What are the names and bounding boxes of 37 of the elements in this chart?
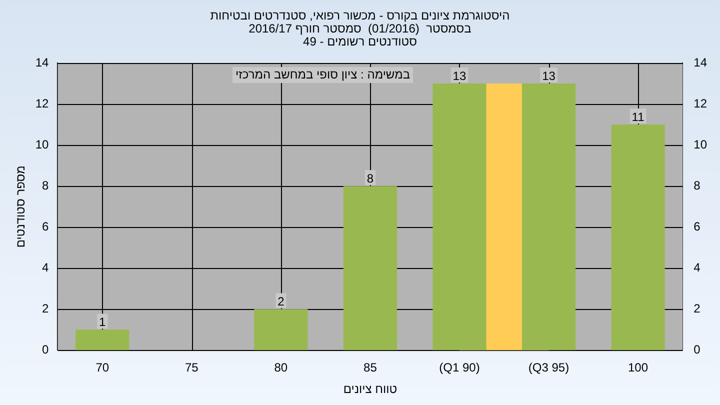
x-axis-title: טווח ציונים <box>343 382 398 396</box>
data-label: 1 <box>99 315 106 329</box>
y2-tick-label: 6 <box>694 219 701 234</box>
x-tick-label: 80 <box>274 360 288 375</box>
y2-tick-label: 4 <box>694 260 701 274</box>
y2-tick-label: 2 <box>694 301 701 316</box>
bar <box>76 330 130 350</box>
y-tick-label: 6 <box>42 219 50 234</box>
x-tick-label: (Q3 95) <box>528 360 570 375</box>
data-label: 2 <box>278 294 285 308</box>
x-tick-label: 85 <box>364 360 378 375</box>
chart-title: היסטוגרמת ציונים בקורס - מכשור רפואי, סטנדרטים ובטיחות בסמסטר (01/2016) סמסטר חורף 2016/17 סטודנטים רשומים - 49 <box>210 8 510 48</box>
bar <box>611 124 665 350</box>
data-label: 8 <box>366 171 374 186</box>
data-label: 11 <box>632 110 645 124</box>
y2-tick-label: 8 <box>694 178 701 192</box>
x-tick-label: (Q1 90) <box>439 360 480 375</box>
x-tick-label: 75 <box>184 360 199 375</box>
bar <box>254 309 308 350</box>
y-axis-title: מספר סטודנטים <box>14 166 28 248</box>
data-label: 13 <box>452 68 466 83</box>
x-tick-label: 100 <box>628 360 648 375</box>
y-tick-label: 14 <box>35 55 50 70</box>
y-tick-label: 12 <box>35 96 50 110</box>
y-tick-label: 10 <box>35 137 50 152</box>
y-tick-label: 4 <box>42 260 50 274</box>
y-tick-label: 8 <box>42 178 50 192</box>
annotation: במשימה : ציון סופי במחשב המרכזי <box>235 67 410 82</box>
y-tick-label: 2 <box>42 301 50 316</box>
x-tick-label: 70 <box>96 360 110 375</box>
y2-tick-label: 14 <box>694 55 708 70</box>
data-label: 13 <box>542 68 556 83</box>
y2-tick-label: 10 <box>694 137 708 152</box>
y-tick-label: 0 <box>42 342 50 357</box>
bar <box>343 186 397 350</box>
y2-tick-label: 12 <box>694 96 708 110</box>
y2-tick-label: 0 <box>694 342 701 357</box>
